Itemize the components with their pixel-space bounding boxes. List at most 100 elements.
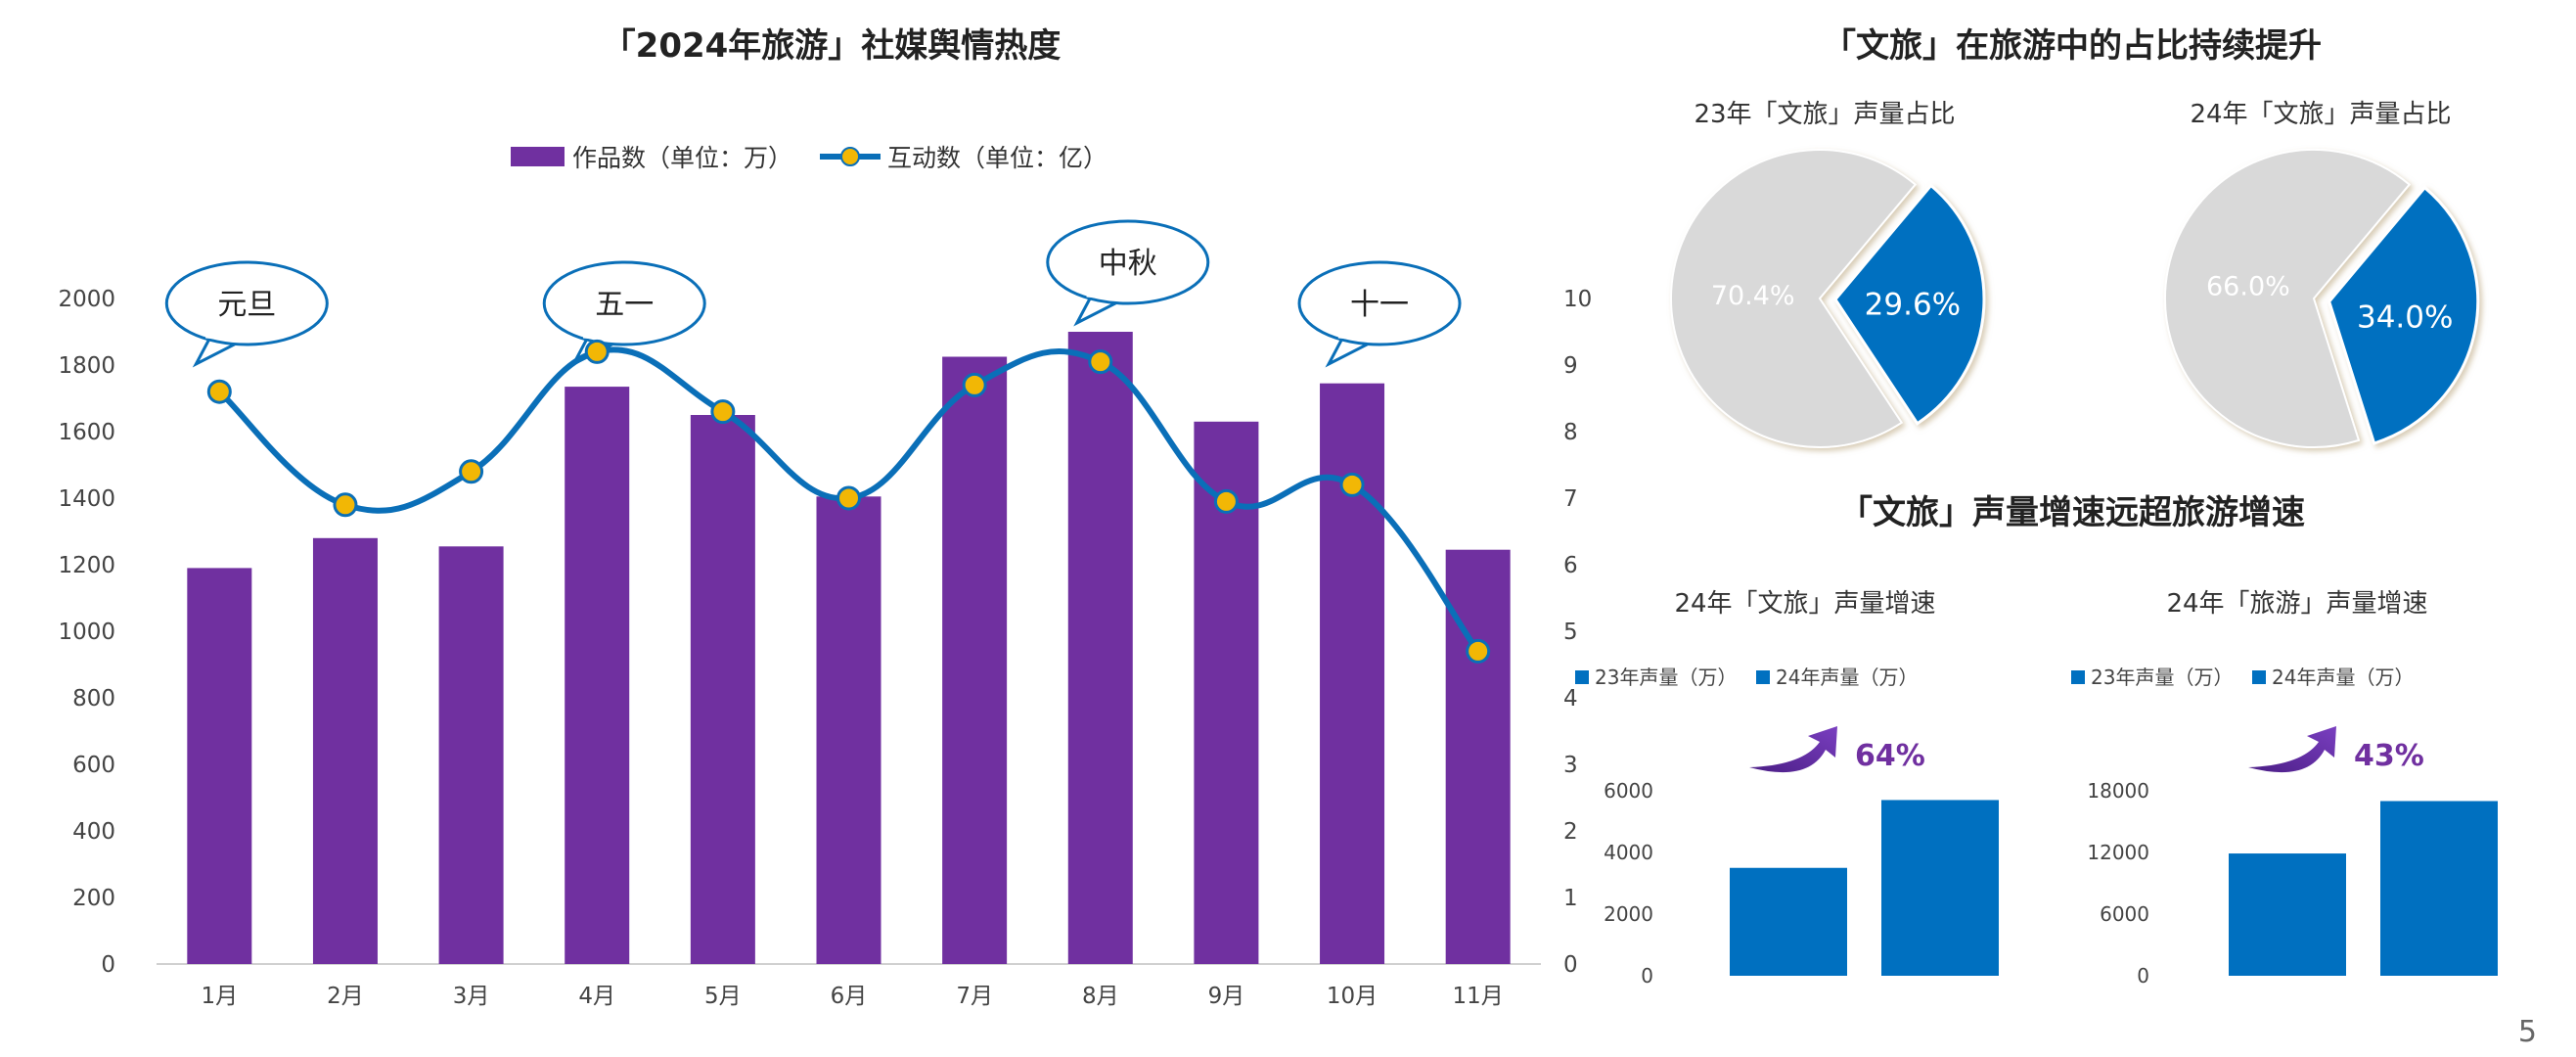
x-tick-label: 3月 xyxy=(453,984,490,1009)
growth-bar xyxy=(1881,800,1999,976)
y-right-tick-label: 1 xyxy=(1563,886,1578,911)
callout-bubble xyxy=(1046,219,1210,305)
growth-tick-label: 0 xyxy=(1641,964,1653,988)
pie-24-subtitle: 24年「文旅」声量占比 xyxy=(2190,100,2451,129)
callout-label: 十一 xyxy=(1350,288,1409,322)
y-right-tick-label: 3 xyxy=(1563,753,1578,778)
callout-bubble xyxy=(164,260,329,346)
callout-join xyxy=(205,333,246,343)
main-combo-chart: 「2024年旅游」社媒舆情热度 作品数（单位：万） 互动数（单位：亿） 0200… xyxy=(58,26,1592,1009)
x-tick-label: 1月 xyxy=(201,984,238,1009)
page-number: 5 xyxy=(2517,1015,2537,1049)
interaction-point xyxy=(1213,488,1239,514)
growth-tick-label: 6000 xyxy=(2100,902,2149,926)
x-axis: 1月 2月 3月 4月 5月 6月 7月 8月 9月 10月 11月 xyxy=(201,984,1503,1009)
works-bar xyxy=(690,415,755,964)
holiday-callout: 十一 xyxy=(1297,260,1462,368)
callout-bubble xyxy=(542,260,706,346)
x-tick-label: 5月 xyxy=(704,984,742,1009)
growth-bar xyxy=(1730,867,1847,976)
legend-line-marker xyxy=(840,147,860,166)
y-left-tick-label: 1200 xyxy=(58,553,115,578)
works-bar xyxy=(565,387,630,965)
x-tick-label: 6月 xyxy=(831,984,868,1009)
legend-line-label: 互动数（单位：亿） xyxy=(887,144,1107,172)
callout-label: 五一 xyxy=(595,288,654,322)
callout-join xyxy=(1086,292,1127,301)
x-tick-label: 10月 xyxy=(1327,984,1378,1009)
y-left-tick-label: 1600 xyxy=(58,420,115,445)
growth-legend-label: 23年声量（万） xyxy=(2091,666,2233,689)
interaction-point xyxy=(206,379,232,404)
main-legend: 作品数（单位：万） 互动数（单位：亿） xyxy=(511,144,1107,172)
growth-tick-label: 0 xyxy=(2137,964,2149,988)
main-bars xyxy=(187,332,1511,965)
interaction-point xyxy=(333,492,358,518)
pie-slice-blue xyxy=(1833,183,1986,426)
y-left-tick-label: 200 xyxy=(72,886,115,911)
x-tick-label: 8月 xyxy=(1082,984,1119,1009)
y-left-tick-label: 2000 xyxy=(58,287,115,312)
y-left-tick-label: 1400 xyxy=(58,486,115,512)
works-bar xyxy=(816,496,881,964)
works-bar xyxy=(942,356,1008,964)
holiday-callout: 中秋 xyxy=(1046,219,1210,327)
growth-bar xyxy=(2380,801,2498,976)
x-tick-label: 7月 xyxy=(956,984,993,1009)
growth-legend-swatch xyxy=(1575,670,1589,684)
x-tick-label: 2月 xyxy=(327,984,364,1009)
y-left-tick-label: 800 xyxy=(72,686,115,712)
y-left-tick-label: 1800 xyxy=(58,353,115,379)
growth-legend-label: 23年声量（万） xyxy=(1595,666,1737,689)
interaction-point xyxy=(1466,638,1491,664)
interaction-point xyxy=(1088,349,1113,375)
growth-legend-label: 24年声量（万） xyxy=(1776,666,1918,689)
works-bar xyxy=(312,537,378,964)
y-left-tick-label: 0 xyxy=(101,952,115,978)
pie-slice-grey xyxy=(1670,149,1918,448)
growth-arrow-icon xyxy=(2248,726,2336,773)
y-right-tick-label: 4 xyxy=(1563,686,1578,712)
y-left-tick-label: 1000 xyxy=(58,620,115,645)
growth-tick-label: 6000 xyxy=(1604,779,1653,803)
x-tick-label: 11月 xyxy=(1453,984,1504,1009)
growth-section-title: 「文旅」声量增速远超旅游增速 xyxy=(1839,493,2305,532)
holiday-callout: 五一 xyxy=(542,260,706,368)
callout-join xyxy=(582,333,623,343)
growth-section: 「文旅」声量增速远超旅游增速 24年「文旅」声量增速 24年「旅游」声量增速 2… xyxy=(1575,493,2498,988)
y-left-tick-label: 400 xyxy=(72,819,115,845)
growth-tourism-subtitle: 24年「旅游」声量增速 xyxy=(2166,589,2427,619)
growth-legend-swatch xyxy=(2071,670,2085,684)
pie-chart-24: 34.0% 66.0% xyxy=(2163,149,2480,448)
y-left-tick-label: 600 xyxy=(72,753,115,778)
share-section: 「文旅」在旅游中的占比持续提升 23年「文旅」声量占比 24年「文旅」声量占比 … xyxy=(1670,26,2480,448)
growth-legend-swatch xyxy=(1756,670,1770,684)
growth-legend-label: 24年声量（万） xyxy=(2272,666,2414,689)
y-right-tick-label: 8 xyxy=(1563,420,1578,445)
y-right-tick-label: 6 xyxy=(1563,553,1578,578)
growth-legend-swatch xyxy=(2252,670,2266,684)
y-right-tick-label: 7 xyxy=(1563,486,1578,512)
y-right-axis: 0 1 2 3 4 5 6 7 8 9 10 xyxy=(1563,287,1592,978)
interaction-point xyxy=(1339,472,1365,497)
works-bar xyxy=(1320,383,1385,964)
pie-label-grey: 66.0% xyxy=(2206,272,2290,302)
interaction-point xyxy=(836,485,861,511)
y-left-axis: 0 200 400 600 800 1000 1200 1400 1600 1800 2000 xyxy=(58,287,115,978)
growth-tick-label: 4000 xyxy=(1604,841,1653,864)
pie-slice-blue xyxy=(2327,185,2480,445)
callout-label: 元旦 xyxy=(217,288,276,322)
x-tick-label: 4月 xyxy=(578,984,615,1009)
y-right-tick-label: 5 xyxy=(1563,620,1578,645)
growth-chart-tourism: 23年声量（万） 24年声量（万） 0 6000 12000 18000 43% xyxy=(2071,666,2498,988)
y-right-tick-label: 10 xyxy=(1563,287,1592,312)
y-right-tick-label: 9 xyxy=(1563,353,1578,379)
works-bar xyxy=(1067,332,1133,964)
growth-chart-wenlv: 23年声量（万） 24年声量（万） 0 2000 4000 6000 64% xyxy=(1575,666,1999,988)
growth-bar xyxy=(2229,853,2346,976)
pie-label-blue: 29.6% xyxy=(1865,287,1961,322)
callout-label: 中秋 xyxy=(1099,247,1157,281)
growth-percent: 43% xyxy=(2354,739,2424,773)
